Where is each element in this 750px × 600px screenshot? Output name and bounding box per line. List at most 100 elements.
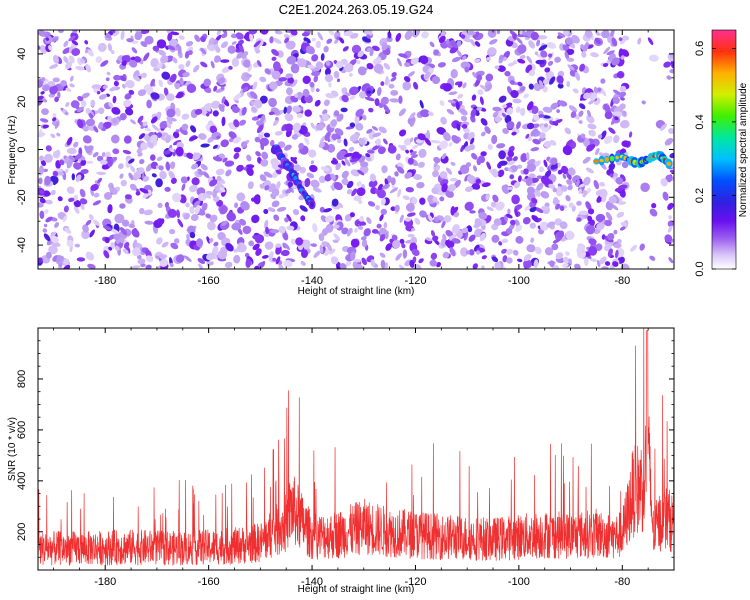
spectrogram-cell (403, 76, 411, 83)
spectrogram-cell (599, 152, 603, 156)
spectrogram-cell (495, 201, 505, 211)
spectrogram-cell (472, 183, 481, 190)
spectrogram-cell (387, 144, 397, 154)
spectrogram-cell (600, 130, 607, 140)
spectrogram-cell (49, 85, 59, 95)
spectrogram-cell (264, 219, 269, 229)
spectrogram-cell (566, 81, 571, 88)
spectrogram-cell (438, 35, 446, 43)
spectrogram-cell (359, 91, 367, 99)
spectrogram-cell (510, 89, 519, 99)
spectrogram-cell (540, 50, 548, 58)
spectrogram-cell (588, 238, 597, 245)
spectrogram-cell (221, 66, 231, 73)
spectrogram-cell (227, 45, 236, 54)
spectrogram-cell (391, 71, 397, 78)
spectrogram-cell (326, 38, 333, 44)
spectrogram-cell (517, 258, 523, 263)
spectrogram-cell (263, 171, 273, 178)
spectrogram-cell (66, 239, 74, 247)
spectrogram-cell (468, 234, 476, 242)
spectrogram-cell (233, 147, 242, 153)
spectrogram-cell (404, 30, 413, 40)
spectrogram-cell (667, 202, 674, 211)
spectrogram-cell (325, 60, 331, 67)
spectrogram-cell (74, 243, 80, 248)
spectrogram-cell (186, 152, 194, 159)
spectrogram-cell (122, 248, 129, 255)
spectrogram-cell (90, 99, 96, 107)
spectrogram-cell (240, 201, 250, 211)
spectrogram-cell (614, 116, 619, 121)
spectrogram-cell (38, 202, 44, 208)
spectrogram-cell (240, 141, 248, 149)
spectrogram-cell (163, 87, 169, 97)
spectrogram-cell (565, 139, 573, 146)
spectrogram-cell (641, 100, 646, 105)
spectrogram-cell (44, 199, 53, 205)
spectrogram-cell (106, 156, 112, 166)
spectrogram-cell (304, 109, 312, 117)
spectrogram-cell (243, 59, 251, 68)
spectrogram-cell (417, 133, 426, 141)
spectrogram-cell (278, 77, 288, 82)
spectrogram-cell (131, 47, 138, 54)
spectrogram-cell (481, 255, 487, 260)
spectrogram-cell (344, 63, 354, 73)
spectrogram-cell (161, 71, 171, 80)
spectrogram-cell (528, 69, 536, 77)
spectrogram-cell (40, 160, 47, 166)
spectrogram-cell (119, 173, 124, 179)
spectrogram-cell (582, 190, 588, 195)
spectrogram-cell (369, 173, 377, 182)
spectrogram-cell (585, 224, 596, 235)
spectrogram-cell (354, 228, 358, 233)
spectrogram-cell (469, 210, 476, 214)
spectrogram-cell (65, 101, 70, 108)
spectrogram-cell (576, 217, 582, 222)
spectrogram-cell (209, 261, 214, 266)
spectrogram-cell (399, 214, 404, 223)
spectrogram-cell (290, 157, 298, 162)
spectrogram-cell (112, 95, 117, 104)
spectrogram-cell (507, 62, 515, 67)
spectrogram-cell (159, 258, 169, 267)
spectrogram-cell (588, 99, 595, 105)
spectrogram-cell (506, 155, 513, 163)
spectrogram-cell (103, 250, 110, 259)
spectrogram-cell (191, 163, 199, 170)
spectrogram-cell (512, 156, 518, 162)
feature-core (666, 161, 672, 166)
x-tick-label: -100 (508, 576, 530, 588)
spectrogram-cell (313, 250, 321, 258)
spectrogram-cell (517, 58, 526, 64)
spectrogram-cell (41, 108, 49, 116)
spectrogram-cell (351, 44, 362, 54)
spectrogram-cell (45, 251, 52, 259)
spectrogram-cell (628, 131, 633, 138)
spectrogram-cell (269, 139, 275, 147)
spectrogram-cell (434, 216, 439, 223)
spectrogram-cell (531, 197, 538, 204)
snr-series-line (38, 328, 674, 566)
spectrogram-cell (481, 265, 485, 269)
spectrogram-cell (209, 179, 218, 187)
spectrogram-cell (350, 251, 356, 261)
spectrogram-cell (354, 114, 360, 125)
spectrogram-cell (39, 190, 44, 194)
spectrogram-cell (441, 153, 447, 160)
spectrogram-cell (315, 88, 320, 93)
spectrogram-cell (79, 198, 88, 205)
spectrogram-cell (471, 153, 478, 160)
spectrogram-cell (557, 83, 564, 89)
spectrogram-cell (660, 123, 667, 131)
spectrogram-cell (194, 108, 203, 115)
spectrogram-cell (292, 208, 300, 216)
spectrogram-cell (325, 215, 335, 223)
spectrogram-cell (540, 175, 550, 185)
spectrogram-cell (504, 70, 511, 77)
spectrogram-cell (68, 155, 76, 162)
spectrogram-cell (486, 206, 494, 211)
spectrogram-cell (316, 123, 324, 131)
spectrogram-cell (130, 265, 141, 269)
